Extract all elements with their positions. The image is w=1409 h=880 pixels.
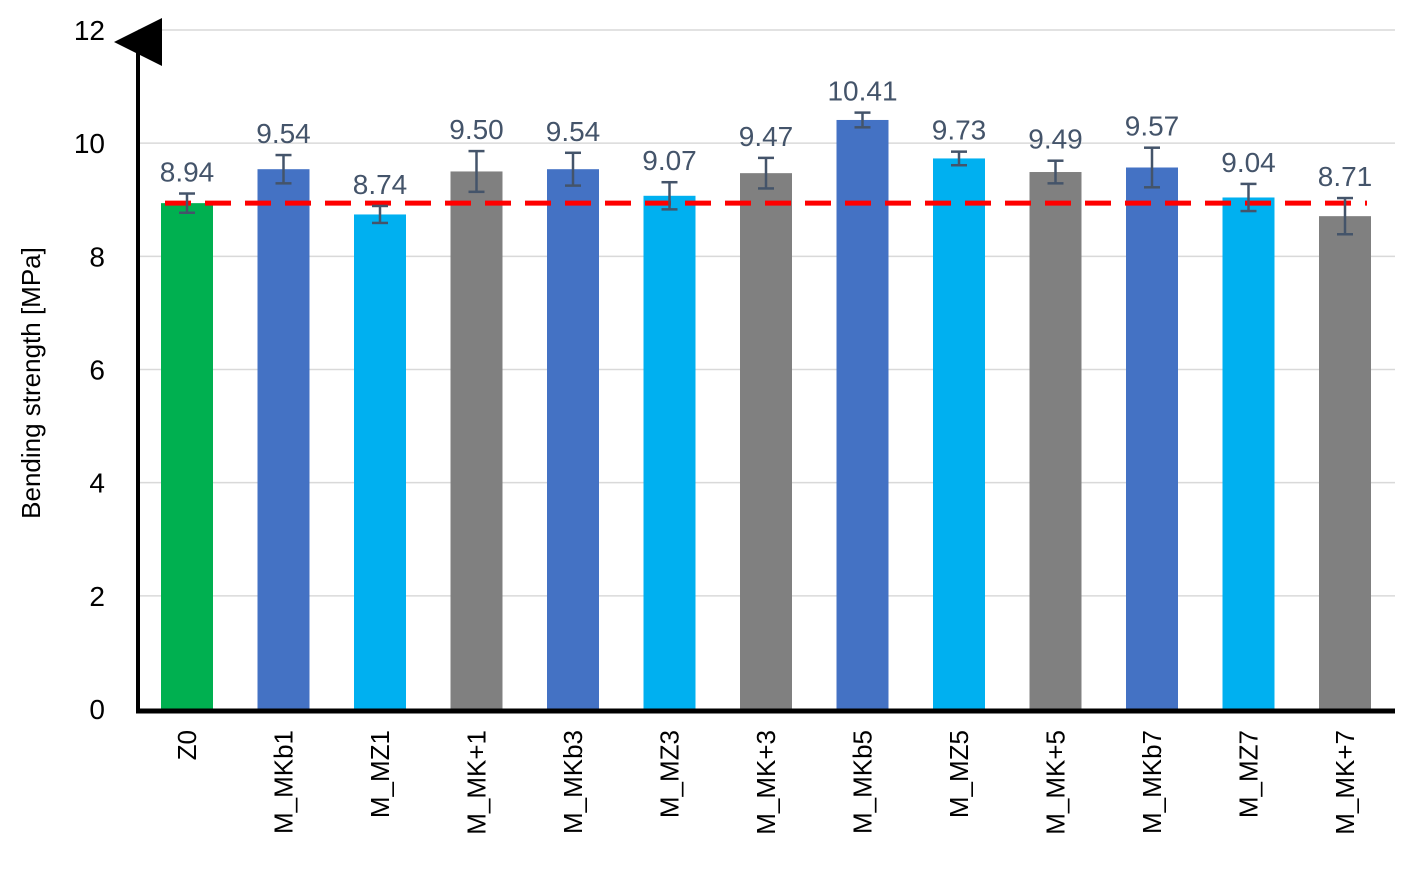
bar — [643, 195, 696, 709]
data-label: 9.47 — [739, 121, 794, 152]
x-tick-label: Z0 — [172, 730, 202, 760]
bar — [1126, 167, 1178, 709]
data-label: 10.41 — [827, 76, 897, 107]
y-tick-label: 12 — [74, 15, 105, 46]
labels: 0 2 4 6 8 10 12 8.94 9.54 8.74 9.50 9.54 9.07 9.47 10.… — [74, 15, 1372, 835]
data-label: 9.54 — [256, 118, 311, 149]
error-bar — [372, 204, 388, 225]
data-label: 8.94 — [160, 157, 215, 188]
x-tick-label: M_MZ5 — [944, 730, 974, 818]
error-bar — [854, 111, 871, 129]
error-bar — [661, 180, 678, 211]
error-bar — [1337, 196, 1353, 236]
data-label: 9.57 — [1125, 111, 1180, 142]
bar — [933, 158, 985, 710]
error-bars — [179, 111, 1353, 236]
bar — [1222, 197, 1275, 709]
bar — [1319, 216, 1371, 709]
error-bar — [179, 192, 195, 215]
y-tick-label: 6 — [89, 355, 105, 386]
error-bar — [275, 153, 292, 185]
bar — [354, 214, 406, 709]
x-tick-label: M_MKb3 — [558, 730, 588, 834]
x-tick-label: M_MZ7 — [1234, 730, 1264, 818]
y-tick-label: 2 — [89, 581, 105, 612]
data-label: 9.49 — [1028, 124, 1083, 155]
bar — [450, 171, 503, 710]
y-tick-label: 4 — [89, 468, 105, 499]
error-bar — [468, 149, 485, 194]
data-label: 9.50 — [449, 114, 504, 145]
data-label: 8.71 — [1318, 161, 1373, 192]
data-label: 9.04 — [1221, 147, 1276, 178]
y-tick-label: 8 — [89, 241, 105, 272]
axes — [114, 18, 1395, 714]
x-tick-label: M_MK+1 — [462, 730, 492, 835]
y-tick-label: 0 — [89, 694, 105, 725]
bar — [1029, 172, 1082, 709]
error-bar — [1240, 182, 1257, 213]
bars — [161, 119, 1371, 710]
error-bar — [951, 150, 967, 167]
x-tick-label: M_MZ3 — [655, 730, 685, 818]
x-tick-label: M_MK+5 — [1041, 730, 1071, 835]
y-axis-title: Bending strength [MPa] — [16, 247, 46, 519]
bar — [836, 119, 889, 709]
bar — [547, 169, 599, 709]
data-label: 9.73 — [932, 115, 987, 146]
data-label: 9.07 — [642, 145, 697, 176]
data-label: 9.54 — [546, 116, 601, 147]
data-label: 8.74 — [353, 169, 408, 200]
x-tick-label: M_MK+7 — [1330, 730, 1360, 835]
x-tick-label: M_MK+3 — [751, 730, 781, 835]
x-tick-label: M_MKb5 — [848, 730, 878, 834]
y-tick-label: 10 — [74, 128, 105, 159]
error-bar — [1144, 146, 1160, 189]
error-bar — [1047, 159, 1064, 185]
x-tick-label: M_MKb1 — [269, 730, 299, 834]
error-bar — [758, 156, 774, 190]
bar — [257, 169, 310, 709]
error-bar — [565, 151, 581, 187]
bar — [740, 173, 792, 710]
x-tick-label: M_MZ1 — [365, 730, 395, 818]
x-tick-label: M_MKb7 — [1137, 730, 1167, 834]
bar — [161, 203, 213, 709]
